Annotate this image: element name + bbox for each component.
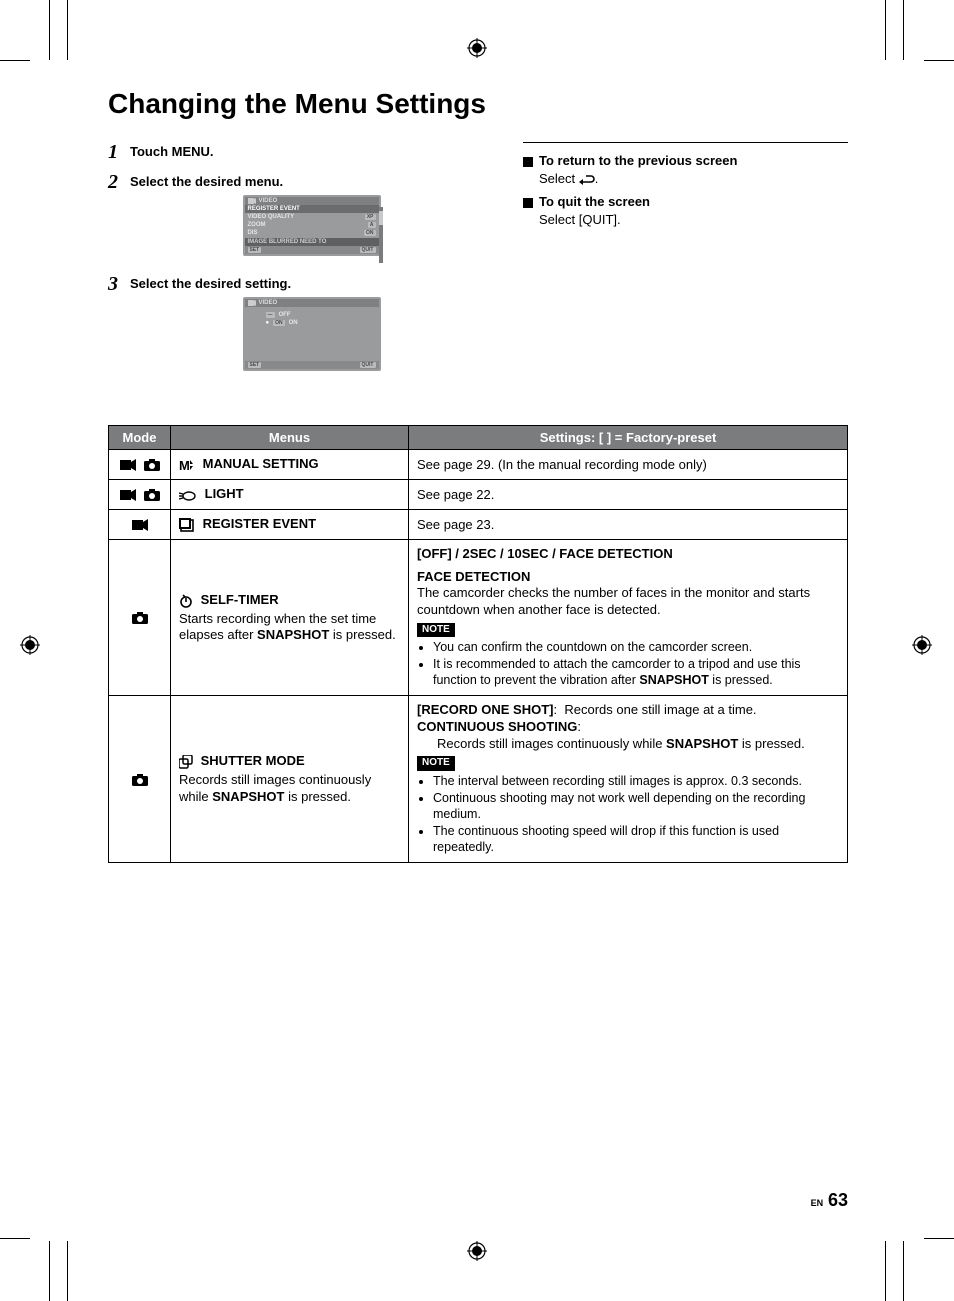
step-text: Select the desired menu.: [130, 174, 283, 189]
page-footer: EN 63: [108, 1190, 848, 1211]
panel-row: ZOOM: [248, 222, 266, 228]
bullet-title: To return to the previous screen: [539, 153, 737, 168]
manual-icon: M: [179, 458, 195, 473]
page-title: Changing the Menu Settings: [108, 88, 848, 120]
menu-desc: Starts recording when the set time elaps…: [179, 611, 400, 644]
panel-row: VIDEO QUALITY: [248, 214, 295, 220]
settings-table: Mode Menus Settings: [ ] = Factory-prese…: [108, 425, 848, 863]
panel-title: VIDEO: [259, 198, 278, 204]
panel-hint: IMAGE BLURRED NEED TO: [245, 238, 379, 246]
list-item: It is recommended to attach the camcorde…: [433, 656, 839, 688]
step-1: 1 Touch MENU.: [108, 142, 493, 162]
table-row: REGISTER EVENT See page 23.: [109, 510, 848, 540]
table-row: SHUTTER MODE Records still images contin…: [109, 696, 848, 863]
video-icon: [248, 198, 256, 204]
step-number: 1: [108, 142, 130, 162]
menu-title-text: MANUAL SETTING: [203, 456, 319, 471]
still-mode-icon: [144, 457, 160, 472]
note-list: The interval between recording still ima…: [417, 773, 839, 855]
light-icon: [179, 488, 197, 503]
settings-cell: [RECORD ONE SHOT]: Records one still ima…: [417, 702, 839, 855]
settings-cell: See page 29. (In the manual recording mo…: [409, 450, 848, 480]
return-icon: [579, 171, 595, 186]
th-settings: Settings: [ ] = Factory-preset: [409, 426, 848, 450]
th-menus: Menus: [171, 426, 409, 450]
table-row: SELF-TIMER Starts recording when the set…: [109, 540, 848, 696]
list-item: Continuous shooting may not work well de…: [433, 790, 839, 822]
table-row: M MANUAL SETTING See page 29. (In the ma…: [109, 450, 848, 480]
panel-title: VIDEO: [259, 300, 278, 306]
note-list: You can confirm the countdown on the cam…: [417, 639, 839, 688]
menu-title-text: SELF-TIMER: [201, 592, 279, 607]
step-3: 3 Select the desired setting. VIDEO — OFF…: [108, 274, 493, 379]
svg-text:M: M: [179, 458, 190, 472]
quit-body: Select [QUIT].: [539, 212, 848, 227]
settings-cell: See page 22.: [409, 480, 848, 510]
list-item: The interval between recording still ima…: [433, 773, 839, 789]
menu-title-text: REGISTER EVENT: [203, 516, 316, 531]
face-detection-title: FACE DETECTION: [417, 569, 839, 586]
th-mode: Mode: [109, 426, 171, 450]
square-bullet-icon: [523, 198, 533, 208]
return-body: Select .: [539, 171, 848, 186]
face-detection-body: The camcorder checks the number of faces…: [417, 585, 839, 618]
shutter-mode-icon: [179, 755, 193, 770]
table-row: LIGHT See page 22.: [109, 480, 848, 510]
panel-badge: —: [266, 312, 275, 318]
settings-cell: See page 23.: [409, 510, 848, 540]
still-mode-icon: [144, 487, 160, 502]
panel-row: REGISTER EVENT: [248, 206, 300, 212]
video-icon: [248, 300, 256, 306]
still-mode-icon: [132, 610, 148, 625]
step-text: Select the desired setting.: [130, 276, 291, 291]
step-number: 3: [108, 274, 130, 379]
list-item: The continuous shooting speed will drop …: [433, 823, 839, 855]
page-lang: EN: [811, 1198, 824, 1208]
registration-mark-icon: [467, 38, 487, 58]
quit-screen: To quit the screen: [523, 194, 848, 209]
panel-set: SET: [248, 247, 262, 253]
video-mode-icon: [120, 487, 136, 502]
panel-scrollbar: [379, 207, 383, 263]
menu-panel-1: VIDEO REGISTER EVENT VIDEO QUALITY XP ZOO…: [243, 195, 381, 256]
menu-title-text: SHUTTER MODE: [201, 753, 305, 768]
note-label: NOTE: [417, 623, 455, 638]
panel-quit: QUIT: [360, 247, 376, 253]
note-label: NOTE: [417, 756, 455, 771]
step-2: 2 Select the desired menu. VIDEO REGISTE…: [108, 172, 493, 264]
panel-row: ON: [289, 320, 298, 326]
return-prev-screen: To return to the previous screen: [523, 153, 848, 168]
register-event-icon: [179, 518, 195, 533]
menu-panel-2: VIDEO —OFF ●ONON SETQUIT: [243, 297, 381, 371]
panel-row: DIS: [248, 230, 258, 236]
panel-badge: XP: [365, 214, 376, 220]
panel-badge: ON: [273, 320, 285, 326]
panel-row: OFF: [279, 312, 291, 318]
settings-cell: [OFF] / 2SEC / 10SEC / FACE DETECTION FA…: [417, 546, 839, 688]
bullet-title: To quit the screen: [539, 194, 650, 209]
registration-mark-icon: [467, 1241, 487, 1261]
self-timer-icon: [179, 594, 193, 609]
menu-desc: Records still images continuously while …: [179, 772, 400, 805]
panel-set: SET: [248, 362, 262, 368]
step-text: Touch MENU.: [130, 142, 493, 162]
panel-badge: A: [368, 222, 376, 228]
page-number: 63: [828, 1190, 848, 1210]
registration-mark-icon: [20, 635, 40, 655]
square-bullet-icon: [523, 157, 533, 167]
step-number: 2: [108, 172, 130, 264]
video-mode-icon: [132, 517, 148, 532]
list-item: You can confirm the countdown on the cam…: [433, 639, 839, 655]
registration-mark-icon: [912, 635, 932, 655]
menu-title-text: LIGHT: [205, 486, 244, 501]
panel-badge: ON: [364, 230, 376, 236]
panel-quit: QUIT: [360, 362, 376, 368]
video-mode-icon: [120, 457, 136, 472]
still-mode-icon: [132, 772, 148, 787]
